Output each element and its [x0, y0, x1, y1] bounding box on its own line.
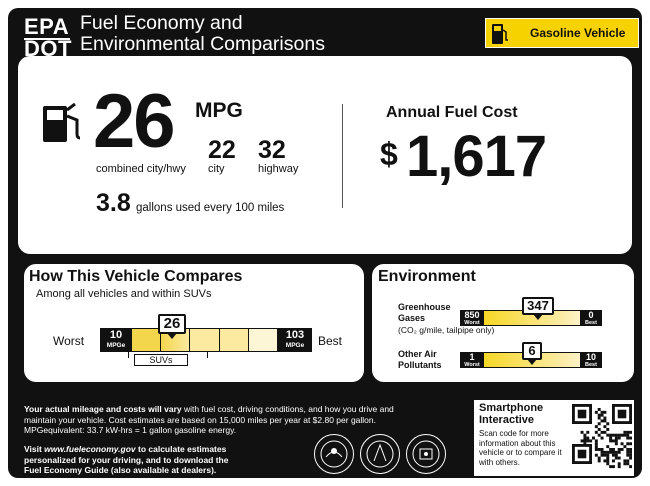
vehicle-compare-panel: How This Vehicle Compares Among all vehi…: [24, 264, 364, 382]
compare-max-unit: MPGe: [285, 342, 305, 349]
smartphone-title-line2: Interactive: [479, 414, 535, 426]
compare-scale-segment: [190, 329, 220, 351]
label-title-line1: Fuel Economy and: [80, 12, 243, 34]
compare-max-box: 103 MPGe: [278, 328, 312, 352]
fuel-pump-icon: [492, 24, 508, 44]
ghg-label: Greenhouse Gases: [398, 302, 451, 324]
doe-seal: [406, 434, 446, 474]
ghg-label-line2: Gases: [398, 313, 426, 323]
fuel-economy-panel: 26 MPG 22 32 combined city/hwy city high…: [18, 56, 632, 254]
visit-text: Visit www.fueleconomy.gov to calculate e…: [24, 444, 324, 476]
compare-scale-segment: [219, 329, 249, 351]
ghg-best-label: Best: [585, 320, 597, 326]
fueleconomy-link[interactable]: www.fueleconomy.gov: [44, 444, 136, 454]
vehicle-type-badge: Gasoline Vehicle: [485, 18, 639, 48]
suv-range-bracket: [128, 352, 208, 358]
city-mpg: 22: [208, 136, 236, 164]
environment-title: Environment: [378, 268, 476, 285]
compare-scale: 10 MPGe 103 MPGe: [100, 328, 312, 352]
annual-fuel-cost-currency: $: [380, 136, 398, 172]
other-label-line1: Other Air: [398, 349, 437, 359]
compare-min-value: 10: [109, 329, 123, 341]
compare-best-label: Best: [318, 334, 343, 348]
other-best-label: Best: [585, 362, 597, 368]
compare-min-unit: MPGe: [106, 342, 126, 349]
smartphone-title: Smartphone Interactive: [479, 402, 543, 426]
compare-title: How This Vehicle Compares: [29, 268, 243, 285]
qr-code[interactable]: [572, 404, 632, 472]
disclaimer-line3: MPGequivalent: 33.7 kW-hrs = 1 gallon ga…: [24, 425, 237, 435]
other-best-value: 10: [585, 352, 596, 362]
compare-scale-segment: [248, 329, 278, 351]
gallons-text: gallons used every 100 miles: [136, 202, 285, 214]
mpg-unit: MPG: [195, 99, 243, 122]
label-title: Fuel Economy and Environmental Compariso…: [80, 13, 325, 55]
other-label-line2: Pollutants: [398, 360, 442, 370]
gallons-per-100: 3.8: [96, 189, 131, 217]
combined-mpg: 26: [93, 79, 176, 164]
compare-subtitle: Among all vehicles and within SUVs: [36, 288, 212, 300]
environment-panel: Environment Greenhouse Gases (CO₂ g/mile…: [372, 264, 634, 382]
epa-seal: [314, 434, 354, 474]
disclaimer-lead: Your actual mileage and costs will vary: [24, 404, 182, 414]
ghg-worst-value: 850: [464, 310, 480, 320]
fuel-pump-icon: [43, 102, 81, 142]
other-pollutants-marker: 6: [522, 342, 542, 365]
agency-logo: EPA DOT: [24, 16, 72, 60]
smartphone-interactive-box: Smartphone Interactive Scan code for mor…: [474, 400, 634, 476]
ghg-sublabel: (CO₂ g/mile, tailpipe only): [398, 325, 495, 335]
other-pollutants-scale: 1 Worst 10 Best: [460, 352, 602, 368]
smartphone-text: Scan code for more information about thi…: [479, 429, 562, 467]
disclaimer-line2: maintain your vehicle. Cost estimates ar…: [24, 414, 377, 425]
annual-fuel-cost-title: Annual Fuel Cost: [386, 104, 518, 121]
annual-fuel-cost-value: 1,617: [406, 124, 547, 189]
compare-worst-label: Worst: [53, 334, 85, 348]
city-label: city: [208, 163, 225, 175]
other-worst-box: 1 Worst: [460, 352, 484, 368]
agency-top: EPA: [24, 14, 70, 39]
vehicle-type-text: Gasoline Vehicle: [530, 26, 626, 40]
ghg-label-line1: Greenhouse: [398, 302, 451, 312]
visit-prefix: Visit: [24, 444, 45, 454]
suv-range-label: SUVs: [134, 354, 188, 366]
agency-seals: [314, 434, 464, 478]
ghg-marker: 347: [522, 297, 554, 320]
other-best-box: 10 Best: [580, 352, 602, 368]
compare-max-value: 103: [285, 329, 305, 341]
visit-line2: personalized for your driving, and to do…: [24, 454, 229, 465]
panel-divider: [342, 104, 343, 208]
compare-marker: 26: [158, 314, 186, 339]
other-worst-value: 1: [469, 352, 475, 362]
fuel-economy-label: EPA DOT Fuel Economy and Environmental C…: [8, 8, 642, 478]
dot-seal: [360, 434, 400, 474]
compare-min-box: 10 MPGe: [100, 328, 132, 352]
agency-bottom: DOT: [24, 36, 72, 61]
compare-scale-segment: [132, 329, 162, 351]
visit-suffix: to calculate estimates: [135, 444, 227, 454]
ghg-best-value: 0: [588, 310, 594, 320]
ghg-best-box: 0 Best: [580, 310, 602, 326]
other-pollutants-label: Other Air Pollutants: [398, 349, 442, 371]
other-worst-label: Worst: [464, 362, 480, 368]
agency-divider: [24, 38, 70, 40]
highway-label: highway: [258, 163, 299, 175]
smartphone-title-line1: Smartphone: [479, 402, 544, 414]
ghg-worst-label: Worst: [464, 320, 480, 326]
highway-mpg: 32: [258, 136, 286, 164]
label-title-line2: Environmental Comparisons: [80, 33, 325, 55]
combined-label: combined city/hwy: [96, 163, 186, 175]
disclaimer-text: Your actual mileage and costs will vary …: [24, 404, 464, 436]
ghg-worst-box: 850 Worst: [460, 310, 484, 326]
disclaimer-line1: with fuel cost, driving conditions, and …: [181, 404, 394, 414]
visit-line3: Fuel Economy Guide (also available at de…: [24, 465, 217, 475]
